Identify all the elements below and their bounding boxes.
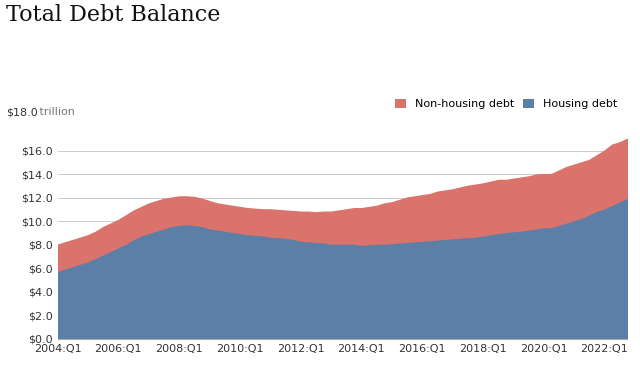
Text: trillion: trillion [29, 107, 75, 117]
Legend: Non-housing debt, Housing debt: Non-housing debt, Housing debt [390, 94, 621, 114]
Text: Total Debt Balance: Total Debt Balance [6, 4, 221, 26]
Text: $18.0: $18.0 [6, 107, 38, 117]
